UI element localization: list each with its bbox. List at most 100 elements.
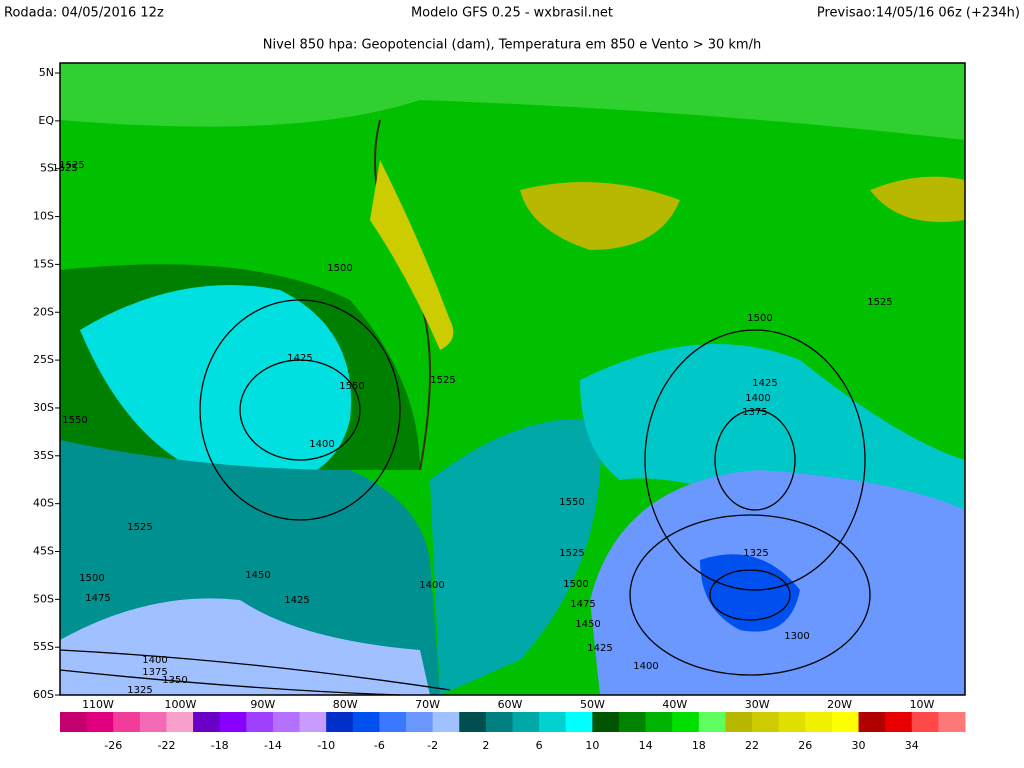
lat-label: 20S [33,305,54,318]
colorbar-swatch [805,712,833,732]
contour-label: 1325 [127,685,152,696]
colorbar-label: -10 [317,739,335,752]
colorbar-swatch [459,712,487,732]
colorbar-swatch [352,712,380,732]
lon-label: 90W [250,698,275,711]
colorbar-swatch [379,712,407,732]
forecast-label: Previsao:14/05/16 06z (+234h) [817,6,1020,21]
colorbar-label: 26 [798,739,812,752]
colorbar-label: -26 [104,739,122,752]
colorbar-swatch [539,712,567,732]
run-label: Rodada: 04/05/2016 12z [4,6,164,21]
contour-label: 1325 [743,548,768,559]
colorbar-label: 6 [536,739,543,752]
colorbar-swatch [618,712,647,732]
contour-label: 1450 [245,570,270,581]
model-label: Modelo GFS 0.25 - wxbrasil.net [411,6,613,21]
contour-label: 1550 [62,415,87,426]
colorbar-label: -14 [264,739,282,752]
colorbar-swatch [86,712,114,732]
colorbar-swatch [752,712,780,732]
colorbar-swatch [113,712,141,732]
contour-label: 1500 [327,263,352,274]
colorbar-swatch [193,712,221,732]
lat-label: 40S [33,497,54,510]
colorbar-swatch [406,712,434,732]
map-field [60,63,965,695]
colorbar-swatch [60,712,88,732]
lon-label: 40W [662,698,687,711]
contour-label: 1450 [575,619,600,630]
colorbar-swatch [299,712,327,732]
colorbar-swatch [592,712,620,732]
contour-label: 1525 [59,160,84,171]
lat-label: 55S [33,640,54,653]
lat-label: 45S [33,545,54,558]
lat-label: 60S [33,688,54,701]
contour-label: 1400 [745,393,770,404]
colorbar-swatch [272,712,301,732]
colorbar-swatch [326,712,354,732]
contour-label: 1425 [752,378,777,389]
colorbar-label: 30 [852,739,866,752]
lat-label: 50S [33,592,54,605]
colorbar-swatch [858,712,886,732]
colorbar-label: -2 [427,739,438,752]
lon-label: 50W [580,698,605,711]
lon-label: 70W [415,698,440,711]
colorbar-label: 22 [745,739,759,752]
colorbar-swatch [938,712,966,732]
colorbar-swatch [831,712,860,732]
lat-label: 10S [33,210,54,223]
contour-label: 1550 [339,381,364,392]
colorbar-swatch [166,712,194,732]
lon-label: 110W [82,698,114,711]
contour-label: 1475 [570,599,595,610]
colorbar-swatch [565,712,593,732]
contour-label: 1425 [587,643,612,654]
lon-label: 80W [333,698,358,711]
lat-label: 25S [33,353,54,366]
lat-label: 5N [39,66,54,79]
contour-label: 1500 [79,573,104,584]
contour-label: 1525 [430,375,455,386]
colorbar-swatch [911,712,939,732]
colorbar-swatch [778,712,806,732]
contour-lines [59,299,871,696]
contour-label: 1500 [563,579,588,590]
subtitle: Nivel 850 hpa: Geopotencial (dam), Tempe… [263,38,761,53]
colorbar-label: -6 [374,739,385,752]
lat-label: 5S [40,162,54,175]
contour-label: 1375 [142,667,167,678]
contour-label: 1400 [142,655,167,666]
lon-label: 100W [164,698,196,711]
lat-label: 30S [33,401,54,414]
colorbar-swatch [246,712,274,732]
lon-label: 10W [910,698,935,711]
colorbar-label: 34 [905,739,919,752]
contour-label: 1350 [162,675,187,686]
contour-label: 1300 [784,631,809,642]
colorbar-label: 2 [482,739,489,752]
contour-label: 1400 [419,580,444,591]
colorbar-swatch [645,712,673,732]
colorbar-swatch [139,712,167,732]
colorbar-swatch [432,712,460,732]
lat-label: 35S [33,449,54,462]
contour-label: 1375 [742,407,767,418]
lon-label: 20W [827,698,852,711]
contour-label: 1425 [284,595,309,606]
colorbar-swatch [512,712,540,732]
contour-label: 1475 [85,593,110,604]
contour-label: 1500 [747,313,772,324]
lon-label: 60W [498,698,523,711]
contour-label: 1425 [287,353,312,364]
contour-label: 1525 [52,163,77,174]
map-frame [59,62,966,696]
contour-label: 1550 [559,497,584,508]
contour-label: 1525 [127,522,152,533]
colorbar-swatch [485,712,513,732]
contour-label: 1400 [309,439,334,450]
colorbar-swatch [672,712,700,732]
